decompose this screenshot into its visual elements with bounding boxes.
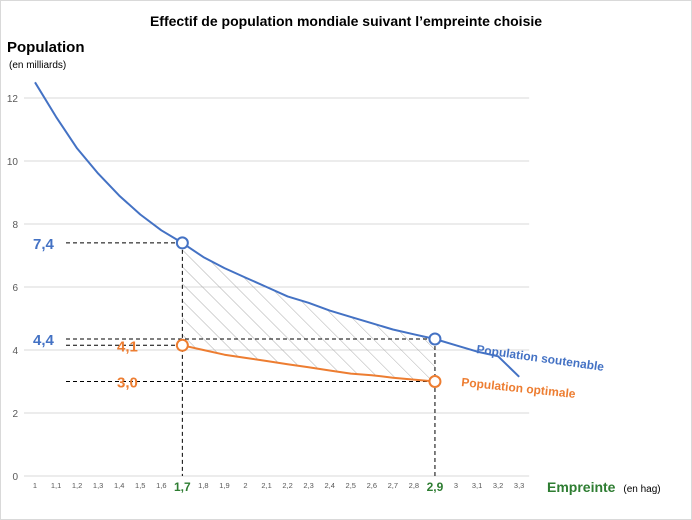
x-tick-label: 3,2 — [493, 481, 503, 490]
y-axis-sublabel: (en milliards) — [9, 60, 66, 71]
x-tick-label: 1,4 — [114, 481, 124, 490]
y-tick-label: 4 — [12, 346, 18, 357]
x-tick-label: 2,5 — [346, 481, 356, 490]
x-tick-label: 1,5 — [135, 481, 145, 490]
x-tick-label: 1,3 — [93, 481, 103, 490]
x-tick-label: 2,2 — [282, 481, 292, 490]
x-tick-label: 2,4 — [324, 481, 334, 490]
data-markers — [175, 236, 442, 388]
data-value-label: 7,4 — [33, 236, 55, 253]
x-tick-label: 2,9 — [427, 480, 444, 494]
data-value-label: 4,4 — [33, 332, 55, 349]
x-tick-label: 2,7 — [388, 481, 398, 490]
y-tick-label: 10 — [7, 157, 19, 168]
y-tick-label: 8 — [12, 220, 18, 231]
grid-lines — [24, 97, 530, 477]
x-tick-label: 1,1 — [51, 481, 61, 490]
y-tick-label: 0 — [12, 472, 18, 483]
x-tick-label: 2 — [243, 481, 247, 490]
x-tick-label: 1,8 — [198, 481, 208, 490]
x-tick-label: 2,6 — [367, 481, 377, 490]
x-axis-label-main: Empreinte — [547, 479, 616, 495]
hatched-region — [182, 242, 435, 382]
hatched-area — [182, 242, 435, 382]
value-labels: 7,4 4,4 4,1 3,0 — [33, 236, 138, 392]
guide-lines — [66, 242, 436, 476]
x-axis-label: Empreinte (en hag) — [547, 479, 661, 495]
data-marker — [175, 236, 189, 250]
data-marker — [428, 375, 442, 388]
x-tick-labels: 1 1,1 1,2 1,3 1,4 1,5 1,6 1,7 1,8 1,9 2 2,1 2,2 2,3 2,… — [33, 480, 524, 494]
data-marker — [428, 332, 442, 346]
y-tick-label: 12 — [7, 94, 19, 105]
x-tick-label: 2,1 — [261, 481, 271, 490]
y-tick-label: 6 — [12, 283, 18, 294]
data-marker — [175, 338, 189, 352]
series-label-optimale: Population optimale — [461, 375, 577, 401]
series-line-optimale — [182, 344, 435, 383]
x-tick-label: 1,2 — [72, 481, 82, 490]
data-value-label: 3,0 — [117, 375, 138, 392]
x-axis-label-sub: (en hag) — [623, 484, 660, 495]
x-tick-label: 2,3 — [303, 481, 313, 490]
y-axis-label: Population — [7, 39, 85, 56]
y-tick-label: 2 — [12, 409, 18, 420]
x-tick-label: 3,1 — [472, 481, 482, 490]
x-tick-label: 3,3 — [514, 481, 524, 490]
x-tick-label: 1,9 — [219, 481, 229, 490]
x-tick-label: 1,7 — [174, 480, 191, 494]
x-tick-label: 3 — [454, 481, 458, 490]
x-tick-label: 1,6 — [156, 481, 166, 490]
data-value-label: 4,1 — [117, 338, 138, 355]
y-tick-labels: 0 2 4 6 8 10 12 — [7, 94, 19, 483]
x-tick-label: 2,8 — [409, 481, 419, 490]
x-tick-label: 1 — [33, 481, 37, 490]
chart-title: Effectif de population mondiale suivant … — [150, 13, 542, 29]
series-label-soutenable: Population soutenable — [476, 342, 606, 374]
